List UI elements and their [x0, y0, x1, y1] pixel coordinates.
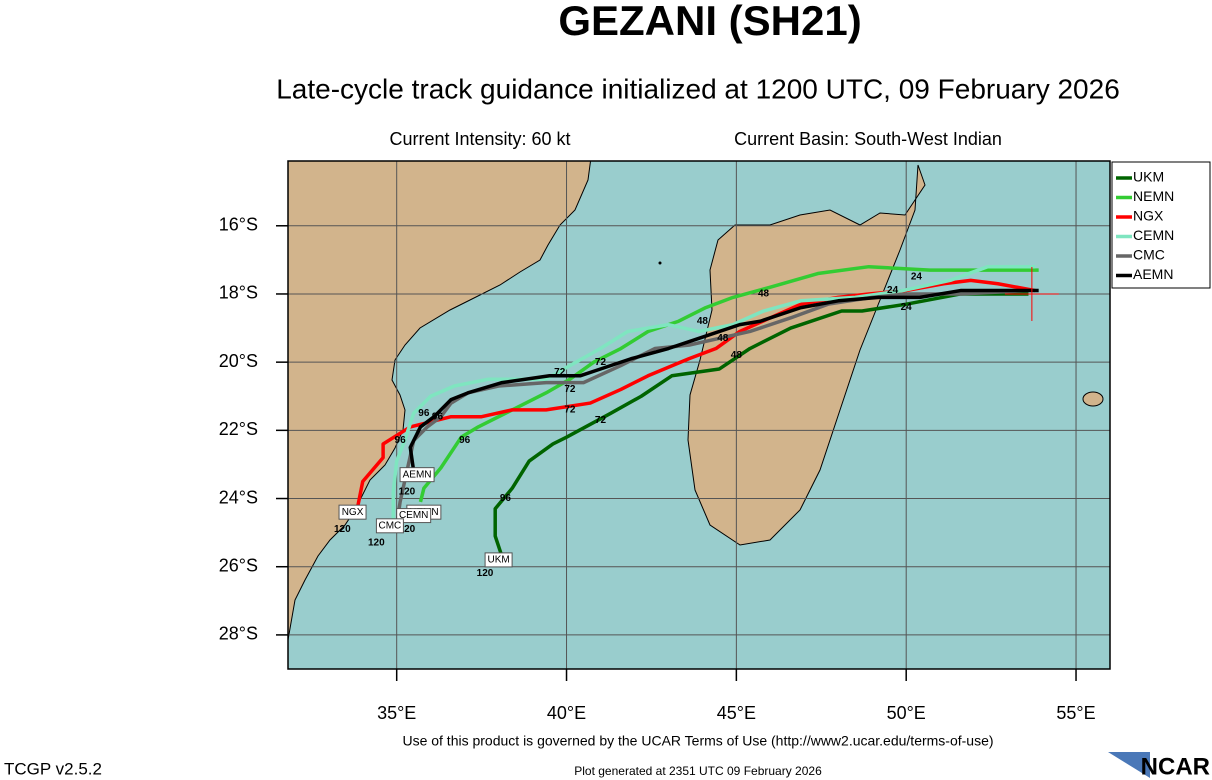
subtitle: Late-cycle track guidance initialized at…: [276, 73, 1120, 104]
track: [408, 288, 1039, 472]
hour-label: 120: [368, 537, 385, 548]
hour-label: 48: [758, 289, 770, 300]
map-frame: [287, 160, 1111, 670]
island: [1082, 391, 1104, 407]
hour-label: 24: [911, 272, 923, 283]
hour-label: 96: [395, 435, 407, 446]
x-tick-label: 35°E: [377, 703, 416, 723]
hour-label: 96: [459, 435, 471, 446]
africa: [288, 161, 592, 641]
track: [391, 264, 1036, 519]
madagascar: [687, 164, 926, 546]
title: GEZANI (SH21): [558, 0, 861, 44]
track-label: NGX: [338, 504, 367, 520]
island: [658, 261, 662, 265]
legend-label: CEMN: [1133, 227, 1174, 243]
x-tick-label: 40°E: [547, 703, 586, 723]
legend-label: AEMN: [1133, 266, 1173, 282]
hour-label: 24: [901, 302, 913, 313]
generated: Plot generated at 2351 UTC 09 February 2…: [574, 764, 822, 778]
y-tick-label: 18°S: [219, 283, 258, 303]
hour-label: 96: [500, 493, 512, 504]
track-label: AEMN: [399, 467, 435, 483]
hour-label: 48: [697, 316, 709, 327]
y-tick-label: 24°S: [219, 487, 258, 507]
basin: Current Basin: South-West Indian: [734, 129, 1002, 149]
y-tick-label: 16°S: [219, 215, 258, 235]
label-box: [399, 467, 435, 483]
hour-label: 120: [477, 568, 494, 579]
label-text: CEMN: [399, 510, 428, 521]
hour-label: 72: [564, 384, 576, 395]
label-text: CMC: [379, 520, 402, 531]
legend-label: NGX: [1133, 208, 1164, 224]
label-text: AEMN: [403, 469, 432, 480]
track: [418, 264, 1039, 503]
legend-label: NEMN: [1133, 188, 1174, 204]
hour-label: 120: [334, 524, 351, 535]
footer: Use of this product is governed by the U…: [402, 733, 993, 749]
legend-box: [1111, 161, 1211, 289]
x-tick-label: 55°E: [1056, 703, 1095, 723]
track-label: CMC: [375, 518, 404, 534]
hour-label: 72: [595, 357, 607, 368]
hour-label: 48: [717, 333, 729, 344]
hour-label: 72: [564, 405, 576, 416]
legend: UKM NEMN NGX CEMN CMC AEMN: [1111, 161, 1211, 289]
intensity: Current Intensity: 60 kt: [389, 129, 570, 149]
track-label: UKM: [484, 552, 513, 568]
track-label: CEMN: [396, 508, 432, 524]
legend-label: UKM: [1133, 169, 1164, 185]
label-box: [375, 518, 404, 534]
x-tick-label: 45°E: [717, 703, 756, 723]
y-tick-label: 26°S: [219, 555, 258, 575]
hour-label: 72: [554, 367, 566, 378]
track: [493, 292, 1029, 568]
hour-label: 120: [399, 524, 416, 535]
x-tick-label: 50°E: [887, 703, 926, 723]
hour-label: 96: [432, 411, 444, 422]
label-box: [396, 508, 432, 524]
legend-label: CMC: [1133, 247, 1165, 263]
hour-label: 24: [887, 285, 899, 296]
hour-label: 72: [595, 415, 607, 426]
label-text: NGX: [342, 507, 364, 518]
label-box: [338, 504, 367, 520]
logo-mark: [1108, 752, 1150, 778]
y-tick-label: 28°S: [219, 624, 258, 644]
label-text: UKM: [487, 555, 509, 566]
hour-label: 96: [418, 408, 430, 419]
version: TCGP v2.5.2: [4, 759, 102, 778]
hour-label: 48: [731, 350, 743, 361]
logo: NCAR: [1141, 753, 1210, 780]
label-box: [484, 552, 513, 568]
y-tick-label: 20°S: [219, 351, 258, 371]
y-tick-label: 22°S: [219, 419, 258, 439]
hour-label: 120: [399, 486, 416, 497]
